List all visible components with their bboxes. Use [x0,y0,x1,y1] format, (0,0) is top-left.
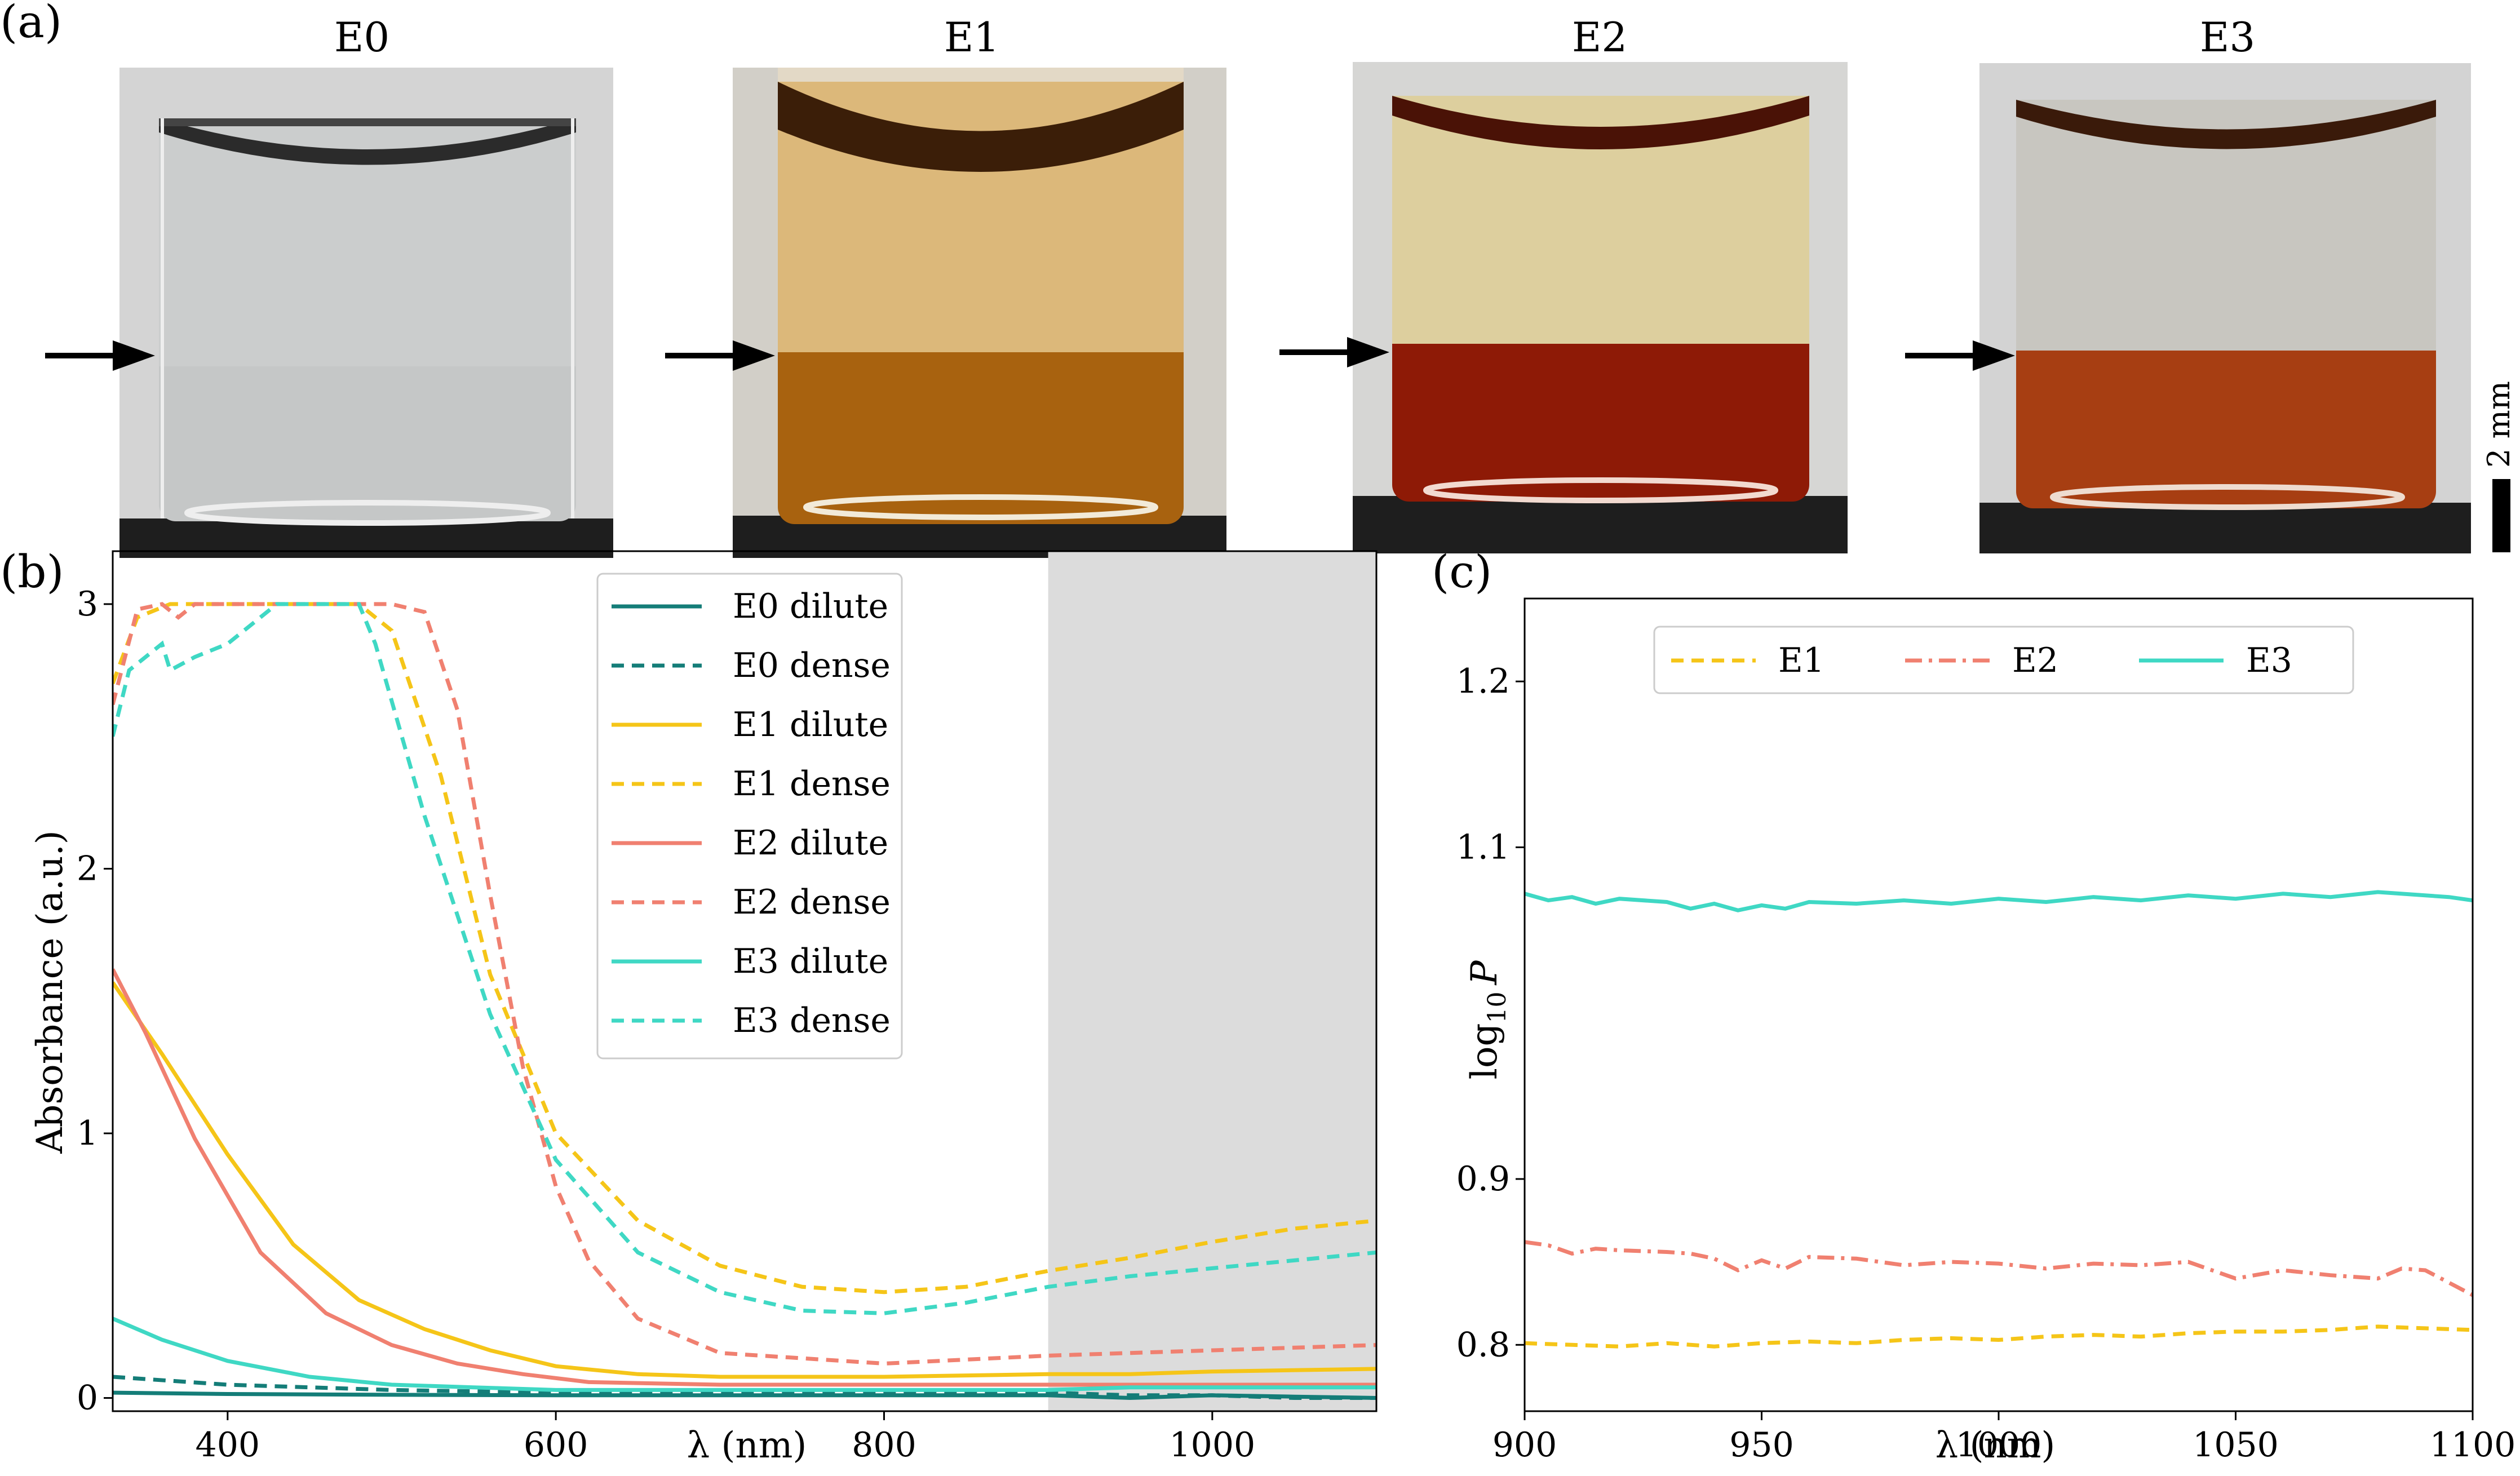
series-line-e3 [1525,890,2473,912]
scale-bar: 2 mm [2481,381,2517,552]
series-line-e1-dense [113,602,1376,1295]
y-tick-label: 0.8 [1456,1325,1510,1364]
series-line-e1-dilute [113,981,1376,1379]
legend: E0 dilute E0 dense E1 dilute E1 dense E2 dil… [596,573,903,1060]
vial-photo-e1 [733,68,1226,558]
x-axis-label: λ (nm) [1936,1425,2056,1466]
legend-label-e3: E3 [2246,641,2292,680]
series-line-e3-dense [113,602,1376,1315]
vial-photo-e3 [1979,63,2471,553]
legend-label-e1-dense: E1 dense [733,764,891,804]
series-line-e0-dense [113,1375,1376,1400]
x-tick-label: 900 [1492,1425,1557,1465]
legend-label-e1-dilute: E1 dilute [733,705,888,744]
vial-photo-e0 [119,68,613,558]
series-line-e1 [1525,1324,2473,1349]
x-tick-label: 600 [524,1425,588,1465]
plot-frame [1523,597,2474,1412]
legend-label-e3-dilute: E3 dilute [733,942,888,981]
panel-label-c: (c) [1432,546,1492,598]
legend-label-e0-dense: E0 dense [733,646,891,685]
vial-title-e2: E2 [1571,14,1628,61]
y-tick-label: 1.2 [1456,662,1510,701]
legend-box [596,573,903,1060]
legend-label-e2: E2 [2012,641,2058,680]
x-tick-label: 1000 [1956,1425,2042,1465]
arrow-icon-e2 [1279,337,1389,367]
x-tick-label: 1100 [2430,1425,2516,1465]
panel-label-a: (a) [0,0,63,48]
x-axis-label: λ (nm) [687,1425,807,1466]
log-p-chart: 900 950 1000 1050 1100 0.8 0.9 1.1 1.2 λ (nm) log1… [1456,597,2516,1466]
x-tick-label: 800 [852,1425,916,1465]
y-tick-label: 2 [77,849,98,888]
vial-photo-e2 [1353,62,1848,553]
x-tick-label: 950 [1729,1425,1794,1465]
legend-label-e1: E1 [1778,641,1824,680]
x-tick-label: 400 [196,1425,260,1465]
y-tick-label: 0.9 [1456,1159,1510,1199]
x-tick-label: 1000 [1169,1425,1255,1465]
y-axis-label: Absorbance (a.u.) [29,830,71,1154]
absorbance-chart: 400 600 800 1000 0 1 2 3 λ (nm) Absorbance (a.u.)… [29,550,1378,1466]
series-line-e2-dilute [113,968,1376,1387]
arrow-icon-e0 [45,340,155,371]
y-tick-label: 0 [77,1379,98,1418]
series-line-e3-dilute [113,1317,1376,1392]
legend-label-e0-dilute: E0 dilute [733,587,888,626]
y-tick-label: 1.1 [1456,827,1510,867]
scale-bar-label: 2 mm [2481,381,2517,468]
series-line-e2-dense [113,602,1376,1366]
legend-label-e2-dense: E2 dense [733,883,891,922]
legend-label-e3-dense: E3 dense [733,1001,891,1040]
y-axis-label: log10P [1464,960,1512,1080]
series-line-e2 [1525,1240,2473,1297]
arrow-icon-e3 [1905,340,2015,371]
vial-title-e3: E3 [2199,14,2256,61]
plot-frame [112,550,1378,1412]
y-tick-label: 3 [77,584,98,624]
arrow-icon-e1 [665,340,775,371]
legend-label-e2-dilute: E2 dilute [733,823,888,863]
panel-label-b: (b) [0,546,64,598]
vial-photo-row: E0 E1 E2 [0,0,2520,564]
legend: E1 E2 E3 [1653,626,2354,694]
y-tick-label: 1 [77,1114,98,1153]
x-tick-label: 1050 [2193,1425,2279,1465]
vial-title-e1: E1 [944,14,1000,61]
legend-box [1653,626,2354,694]
shaded-region [1048,551,1376,1411]
vial-title-e0: E0 [334,14,390,61]
